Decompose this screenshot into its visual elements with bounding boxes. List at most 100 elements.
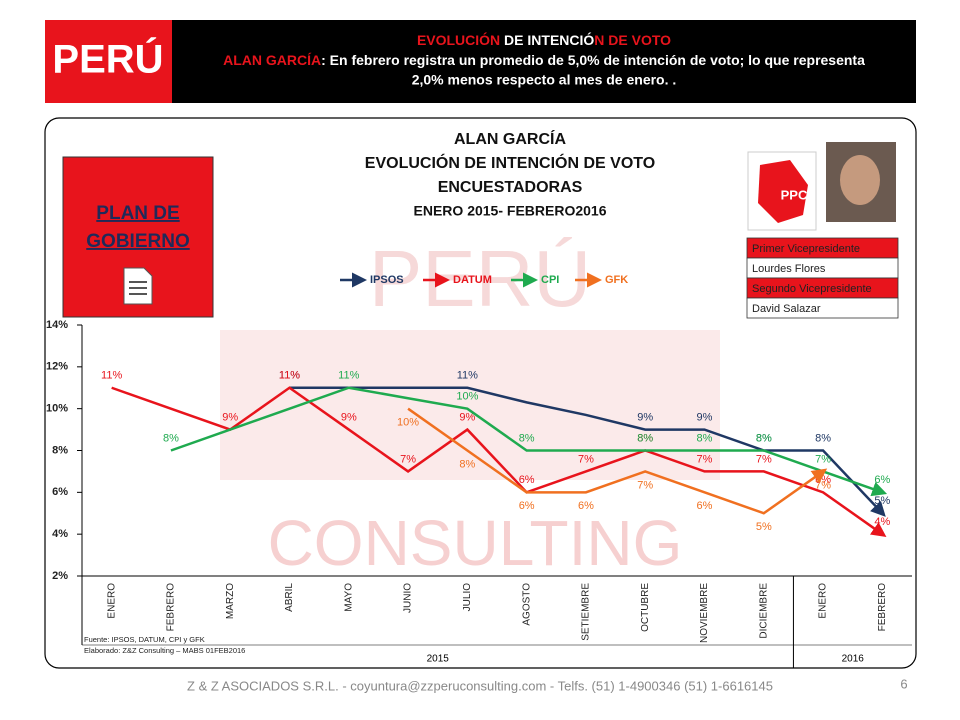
y-tick-label: 6% bbox=[52, 486, 68, 498]
data-label: 8% bbox=[815, 432, 831, 444]
year-label: 2016 bbox=[842, 654, 865, 665]
data-label: 8% bbox=[637, 432, 653, 444]
page-number: 6 bbox=[900, 676, 907, 691]
data-label: 8% bbox=[756, 432, 772, 444]
x-tick-label: NOVIEMBRE bbox=[699, 583, 710, 643]
data-label: 8% bbox=[697, 432, 713, 444]
data-label: 5% bbox=[874, 495, 890, 507]
title-part: EVOLUCIÓN bbox=[417, 31, 500, 48]
x-tick-label: DICIEMBRE bbox=[758, 583, 769, 639]
source-note: Fuente: IPSOS, DATUM, CPI y GFK bbox=[84, 635, 205, 644]
series-line bbox=[111, 386, 887, 538]
doc-icon bbox=[123, 267, 153, 305]
data-label: 9% bbox=[341, 411, 357, 423]
year-label: 2015 bbox=[427, 654, 450, 665]
series-line bbox=[170, 386, 888, 497]
series-line bbox=[407, 407, 828, 515]
header-title: EVOLUCIÓN DE INTENCIÓN DE VOTO bbox=[417, 31, 671, 48]
y-tick-label: 2% bbox=[52, 570, 68, 582]
data-label: 7% bbox=[637, 479, 653, 491]
x-tick-label: JULIO bbox=[462, 583, 473, 612]
x-tick-label: ENERO bbox=[818, 583, 829, 619]
data-label: 8% bbox=[756, 432, 772, 444]
y-tick-label: 12% bbox=[46, 361, 68, 373]
data-label: 10% bbox=[397, 417, 419, 429]
x-tick-label: AGOSTO bbox=[521, 583, 532, 626]
data-label: 7% bbox=[697, 453, 713, 465]
plan-text[interactable]: PLAN DE bbox=[96, 203, 179, 224]
source-note: Elaborado: Z&Z Consulting – MABS 01FEB20… bbox=[84, 646, 245, 655]
data-label: 11% bbox=[279, 370, 300, 382]
subject: ALAN GARCÍA bbox=[223, 52, 321, 68]
x-tick-label: JUNIO bbox=[403, 583, 414, 613]
data-label: 8% bbox=[459, 458, 475, 470]
x-tick-label: FEBRERO bbox=[166, 583, 177, 632]
legend-label: IPSOS bbox=[370, 274, 404, 286]
data-label: 7% bbox=[815, 453, 831, 465]
data-label: 9% bbox=[637, 411, 653, 423]
table-text: Lourdes Flores bbox=[752, 263, 826, 275]
x-tick-label: ENERO bbox=[106, 583, 117, 619]
data-label: 11% bbox=[338, 370, 359, 382]
data-label: 9% bbox=[222, 411, 238, 423]
x-tick-label: FEBRERO bbox=[877, 583, 888, 632]
legend-label: CPI bbox=[541, 274, 559, 286]
title-part: N DE VOTO bbox=[594, 32, 671, 48]
y-tick-label: 8% bbox=[52, 444, 68, 456]
badge-bg bbox=[45, 20, 172, 103]
data-label: 10% bbox=[456, 391, 478, 403]
data-label: 6% bbox=[697, 500, 713, 512]
summary: : En febrero registra un promedio de 5,0… bbox=[321, 52, 865, 68]
series-line bbox=[289, 386, 886, 517]
x-tick-label: SETIEMBRE bbox=[581, 583, 592, 641]
data-label: 6% bbox=[578, 500, 594, 512]
x-tick-label: MAYO bbox=[343, 583, 354, 612]
watermark: CONSULTING bbox=[268, 507, 683, 579]
y-tick-label: 4% bbox=[52, 528, 68, 540]
chart-title: ENCUESTADORAS bbox=[438, 179, 583, 196]
y-tick-label: 14% bbox=[46, 319, 68, 331]
data-label: 8% bbox=[163, 432, 179, 444]
watermark: PERÚ bbox=[369, 234, 591, 323]
table-cell bbox=[746, 297, 899, 319]
data-label: 9% bbox=[697, 411, 713, 423]
table-text: Primer Vicepresidente bbox=[752, 243, 860, 255]
chart-title: EVOLUCIÓN DE INTENCIÓN DE VOTO bbox=[365, 153, 655, 172]
candidate-face bbox=[840, 155, 880, 205]
legend-label: GFK bbox=[605, 274, 628, 286]
data-label: 6% bbox=[519, 474, 535, 486]
header-bg bbox=[172, 20, 916, 103]
table-text: Segundo Vicepresidente bbox=[752, 283, 872, 295]
data-label: 5% bbox=[756, 521, 772, 533]
data-label: 11% bbox=[457, 370, 478, 382]
data-label: 9% bbox=[459, 411, 475, 423]
data-label: 7% bbox=[815, 479, 831, 491]
data-label: 6% bbox=[874, 474, 890, 486]
plan-text[interactable]: GOBIERNO bbox=[86, 231, 189, 252]
data-label: 7% bbox=[400, 453, 416, 465]
chart-title: ENERO 2015- FEBRERO2016 bbox=[414, 203, 607, 219]
data-label: 8% bbox=[519, 432, 535, 444]
title-part: DE INTENCIÓ bbox=[500, 31, 594, 48]
badge: PERÚ bbox=[52, 36, 163, 82]
chart-title: ALAN GARCÍA bbox=[454, 129, 566, 148]
party-logo-text: PPC bbox=[781, 187, 808, 202]
table-text: David Salazar bbox=[752, 303, 821, 315]
data-label: 7% bbox=[578, 453, 594, 465]
data-label: 7% bbox=[756, 453, 772, 465]
party-logo-shape bbox=[758, 160, 808, 223]
x-tick-label: OCTUBRE bbox=[640, 583, 651, 632]
data-label: 11% bbox=[101, 370, 122, 382]
y-tick-label: 10% bbox=[46, 403, 68, 415]
data-label: 4% bbox=[874, 516, 890, 528]
x-tick-label: ABRIL bbox=[284, 583, 295, 612]
summary: 2,0% menos respecto al mes de enero. . bbox=[412, 72, 677, 88]
data-label: 11% bbox=[279, 370, 300, 382]
footer: Z & Z ASOCIADOS S.R.L. - coyuntura@zzper… bbox=[187, 678, 773, 693]
x-tick-label: MARZO bbox=[225, 583, 236, 619]
header-summary: ALAN GARCÍA: En febrero registra un prom… bbox=[223, 52, 865, 68]
data-label: 8% bbox=[637, 432, 653, 444]
legend-label: DATUM bbox=[453, 274, 492, 286]
